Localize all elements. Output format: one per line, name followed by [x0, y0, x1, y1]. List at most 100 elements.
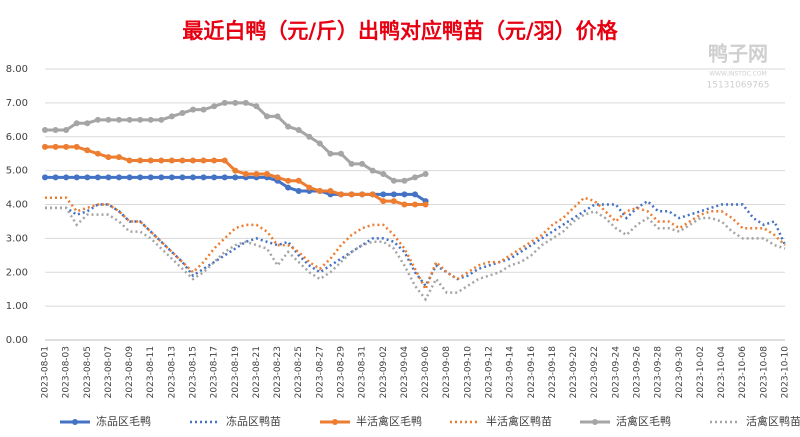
watermark-url: WWW.INSTDC.COM — [709, 71, 767, 78]
x-tick-label: 2023-08-01 — [41, 346, 51, 398]
point — [137, 157, 144, 164]
point — [348, 160, 355, 167]
legend-label: 冻品区鸭苗 — [226, 414, 281, 428]
point — [316, 140, 323, 147]
point — [232, 99, 239, 106]
point — [147, 157, 154, 164]
point — [390, 191, 397, 198]
point — [264, 171, 270, 178]
watermark-phone: 15131069765 — [707, 81, 770, 91]
x-tick-label: 2023-09-18 — [548, 346, 558, 399]
point — [338, 191, 344, 198]
x-tick-label: 2023-09-20 — [569, 346, 579, 399]
series-line — [45, 196, 786, 293]
point — [147, 174, 154, 181]
point — [412, 174, 418, 181]
x-tick-label: 2023-08-05 — [83, 346, 93, 398]
point — [52, 126, 59, 133]
point — [200, 157, 207, 164]
point — [327, 187, 334, 194]
x-tick-label: 2023-08-23 — [273, 346, 283, 398]
point — [42, 174, 48, 181]
x-tick-label: 2023-08-07 — [104, 346, 114, 398]
point — [190, 157, 196, 164]
point — [359, 191, 366, 198]
point — [94, 116, 101, 123]
y-tick-label: 4.00 — [6, 200, 28, 211]
point — [105, 154, 112, 161]
point — [42, 126, 48, 133]
point — [253, 171, 260, 178]
series-line — [45, 175, 427, 203]
x-tick-label: 2023-08-29 — [337, 346, 347, 399]
x-tick-label: 2023-09-16 — [527, 346, 537, 399]
point — [242, 171, 249, 178]
x-tick-label: 2023-09-12 — [485, 346, 495, 398]
point — [126, 157, 133, 164]
point — [190, 174, 196, 181]
series-line — [45, 206, 786, 302]
point — [116, 116, 122, 123]
point — [158, 157, 165, 164]
point — [401, 191, 408, 198]
point — [190, 106, 196, 113]
point — [295, 177, 302, 184]
point — [211, 103, 218, 110]
point — [327, 150, 334, 157]
point — [52, 143, 59, 150]
x-tick-label: 2023-08-21 — [252, 346, 262, 398]
point — [285, 177, 292, 184]
y-tick-label: 2.00 — [6, 267, 28, 278]
point — [116, 174, 122, 181]
point — [158, 174, 165, 181]
legend-label: 活禽区毛鸭 — [616, 414, 671, 428]
point — [94, 174, 101, 181]
point — [316, 187, 323, 194]
point — [422, 171, 429, 178]
x-tick-label: 2023-09-04 — [400, 346, 410, 399]
point — [137, 116, 144, 123]
point — [158, 116, 165, 123]
legend-label: 半活禽区毛鸭 — [356, 414, 422, 428]
point — [73, 120, 80, 127]
y-tick-label: 1.00 — [6, 301, 28, 312]
point — [359, 160, 366, 167]
x-tick-label: 2023-08-13 — [167, 346, 177, 398]
point — [73, 174, 80, 181]
point — [200, 106, 207, 113]
point — [221, 99, 228, 106]
point — [52, 174, 59, 181]
point — [211, 157, 218, 164]
point — [295, 187, 302, 194]
y-tick-label: 0.00 — [6, 335, 28, 346]
point — [126, 174, 133, 181]
point — [137, 174, 144, 181]
series-line — [45, 199, 787, 289]
x-tick-label: 2023-10-04 — [717, 346, 727, 399]
point — [147, 116, 154, 123]
y-tick-label: 6.00 — [6, 132, 28, 143]
point — [63, 143, 70, 150]
y-tick-label: 5.00 — [6, 166, 28, 177]
point — [84, 120, 91, 127]
point — [42, 143, 48, 150]
point — [390, 198, 397, 205]
x-tick-label: 2023-09-14 — [506, 346, 516, 399]
point — [168, 113, 175, 120]
point — [369, 167, 376, 174]
x-tick-label: 2023-10-10 — [781, 346, 791, 399]
point — [179, 174, 186, 181]
x-tick-label: 2023-08-11 — [146, 346, 156, 398]
point — [285, 123, 292, 130]
point — [63, 126, 70, 133]
y-tick-label: 7.00 — [6, 98, 28, 109]
x-tick-label: 2023-09-24 — [611, 346, 621, 399]
point — [401, 201, 408, 208]
point — [84, 174, 91, 181]
x-tick-label: 2023-09-26 — [633, 346, 643, 399]
point — [105, 116, 112, 123]
legend-label: 活禽区鸭苗 — [746, 414, 800, 428]
point — [232, 167, 239, 174]
point — [348, 191, 355, 198]
x-tick-label: 2023-08-31 — [358, 346, 368, 398]
